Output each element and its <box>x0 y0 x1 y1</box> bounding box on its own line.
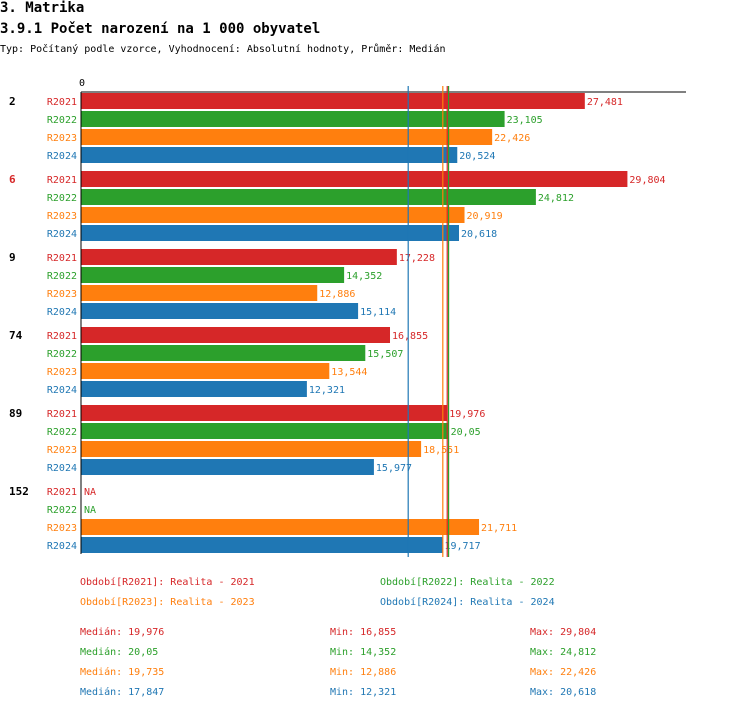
series-row-label: R2022 <box>47 505 77 516</box>
bar <box>81 441 422 457</box>
series-row-label: R2023 <box>47 445 77 456</box>
series-row-label: R2024 <box>47 463 77 474</box>
bar <box>81 303 359 319</box>
bar <box>81 459 374 475</box>
series-row-label: R2024 <box>47 385 77 396</box>
bar-value-label: 14,352 <box>346 271 382 282</box>
bar <box>81 189 536 205</box>
bar-value-label: 20,919 <box>467 211 503 222</box>
axis-zero-label: 0 <box>79 78 85 89</box>
bar <box>81 405 448 421</box>
bar-value-label: 23,105 <box>507 115 543 126</box>
series-row-label: R2022 <box>47 115 77 126</box>
stat-max: Max: 22,426 <box>530 667 596 678</box>
bar <box>81 93 585 109</box>
series-row-label: R2023 <box>47 523 77 534</box>
bar-value-label: 15,114 <box>360 307 396 318</box>
bar <box>81 381 307 397</box>
bar-value-label: 29,804 <box>629 175 665 186</box>
bar-value-label: 19,976 <box>449 409 485 420</box>
legend-entry: Období[R2023]: Realita - 2023 <box>80 596 255 608</box>
bar-value-label: 13,544 <box>331 367 367 378</box>
series-row-label: R2021 <box>47 409 77 420</box>
stat-max: Max: 20,618 <box>530 687 596 698</box>
bar <box>81 519 480 535</box>
series-row-label: R2024 <box>47 151 77 162</box>
bar-value-label: 15,977 <box>376 463 412 474</box>
bar <box>81 363 330 379</box>
bar-value-label: 16,855 <box>392 331 428 342</box>
stat-min: Min: 14,352 <box>330 647 396 658</box>
bar-value-label: 20,05 <box>451 427 481 438</box>
series-row-label: R2024 <box>47 541 77 552</box>
stat-median: Medián: 20,05 <box>80 646 158 658</box>
bar <box>81 111 505 127</box>
series-row-label: R2023 <box>47 133 77 144</box>
legend-entry: Období[R2022]: Realita - 2022 <box>380 576 555 588</box>
group-label: 152 <box>9 485 29 498</box>
bar-value-label: 12,321 <box>309 385 345 396</box>
bar-value-label: 20,524 <box>459 151 495 162</box>
series-row-label: R2022 <box>47 193 77 204</box>
bar-value-label: NA <box>84 487 96 498</box>
bar-value-label: 18,551 <box>423 445 459 456</box>
bar <box>81 225 459 241</box>
stat-median: Medián: 17,847 <box>80 686 164 698</box>
bar-value-label: 15,507 <box>367 349 403 360</box>
series-row-label: R2021 <box>47 175 77 186</box>
bar-value-label: 24,812 <box>538 193 574 204</box>
series-row-label: R2023 <box>47 367 77 378</box>
group-label: 74 <box>9 329 23 342</box>
bar <box>81 345 366 361</box>
bar <box>81 249 397 265</box>
bar-value-label: 12,886 <box>319 289 355 300</box>
bar <box>81 129 493 145</box>
bar <box>81 423 449 439</box>
series-row-label: R2023 <box>47 211 77 222</box>
stat-min: Min: 12,886 <box>330 667 396 678</box>
section-title: 3. Matrika <box>0 0 85 16</box>
group-label: 9 <box>9 251 16 264</box>
chart-subtitle: Typ: Počítaný podle vzorce, Vyhodnocení:… <box>0 44 446 55</box>
bar <box>81 327 391 343</box>
bar <box>81 537 443 553</box>
chart-title: 3.9.1 Počet narození na 1 000 obyvatel <box>0 21 321 37</box>
bar-value-label: 17,228 <box>399 253 435 264</box>
bar-value-label: 20,618 <box>461 229 497 240</box>
series-row-label: R2022 <box>47 427 77 438</box>
series-row-label: R2022 <box>47 349 77 360</box>
stat-min: Min: 12,321 <box>330 687 396 698</box>
series-row-label: R2021 <box>47 97 77 108</box>
group-label: 2 <box>9 95 16 108</box>
bar-value-label: 27,481 <box>587 97 623 108</box>
legend-entry: Období[R2021]: Realita - 2021 <box>80 576 255 588</box>
bar <box>81 207 465 223</box>
group-label: 6 <box>9 173 16 186</box>
stat-median: Medián: 19,976 <box>80 626 164 638</box>
stat-median: Medián: 19,735 <box>80 666 164 678</box>
series-row-label: R2023 <box>47 289 77 300</box>
bar <box>81 147 458 163</box>
stat-min: Min: 16,855 <box>330 627 396 638</box>
stat-max: Max: 29,804 <box>530 627 596 638</box>
bar-value-label: 19,717 <box>444 541 480 552</box>
bar-value-label: NA <box>84 505 96 516</box>
legend-entry: Období[R2024]: Realita - 2024 <box>380 596 555 608</box>
series-row-label: R2024 <box>47 229 77 240</box>
series-row-label: R2021 <box>47 331 77 342</box>
series-row-label: R2024 <box>47 307 77 318</box>
stat-max: Max: 24,812 <box>530 647 596 658</box>
bar <box>81 267 345 283</box>
bar-value-label: 22,426 <box>494 133 530 144</box>
series-row-label: R2021 <box>47 253 77 264</box>
series-row-label: R2022 <box>47 271 77 282</box>
group-label: 89 <box>9 407 22 420</box>
series-row-label: R2021 <box>47 487 77 498</box>
bar <box>81 171 628 187</box>
bar <box>81 285 318 301</box>
bar-value-label: 21,711 <box>481 523 517 534</box>
